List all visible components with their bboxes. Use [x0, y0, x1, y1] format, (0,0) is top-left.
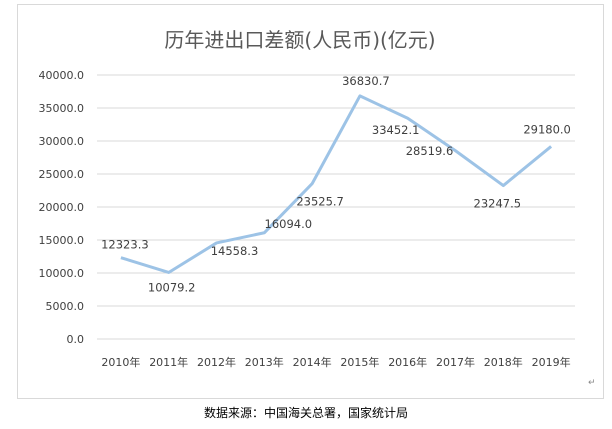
y-tick-label: 15000.0: [39, 234, 85, 247]
x-tick-label: 2011年: [149, 355, 188, 369]
y-tick-label: 5000.0: [46, 300, 85, 313]
x-tick-label: 2014年: [293, 355, 332, 369]
data-label: 28519.6: [406, 144, 454, 158]
x-tick-label: 2017年: [436, 355, 475, 369]
y-tick-label: 40000.0: [39, 69, 85, 82]
chart-title: 历年进出口差额(人民币)(亿元): [164, 28, 435, 52]
y-tick-label: 30000.0: [39, 135, 85, 148]
x-tick-label: 2015年: [340, 355, 379, 369]
x-tick-label: 2010年: [101, 355, 140, 369]
y-tick-label: 10000.0: [39, 267, 85, 280]
data-label: 36830.7: [342, 74, 390, 88]
x-tick-label: 2019年: [532, 355, 571, 369]
data-label: 12323.3: [101, 238, 149, 252]
series-line: [120, 94, 553, 274]
x-tick-label: 2018年: [484, 355, 523, 369]
y-tick-label: 20000.0: [39, 201, 85, 214]
data-label: 33452.1: [372, 123, 420, 137]
source-caption: 数据来源：中国海关总署，国家统计局: [203, 406, 408, 420]
data-label: 23525.7: [296, 195, 344, 209]
x-tick-label: 2016年: [388, 355, 427, 369]
y-tick-label: 25000.0: [39, 168, 85, 181]
y-tick-label: 0.0: [67, 333, 85, 346]
data-label: 16094.0: [265, 217, 313, 231]
data-label: 10079.2: [148, 280, 196, 294]
x-tick-label: 2013年: [245, 355, 284, 369]
data-label: 29180.0: [523, 122, 571, 136]
data-label: 14558.3: [211, 244, 259, 258]
data-label: 23247.5: [474, 197, 522, 211]
paragraph-mark: ↵: [588, 378, 596, 388]
chart-frame: [17, 4, 604, 399]
y-tick-label: 35000.0: [39, 102, 85, 115]
x-tick-label: 2012年: [197, 355, 236, 369]
